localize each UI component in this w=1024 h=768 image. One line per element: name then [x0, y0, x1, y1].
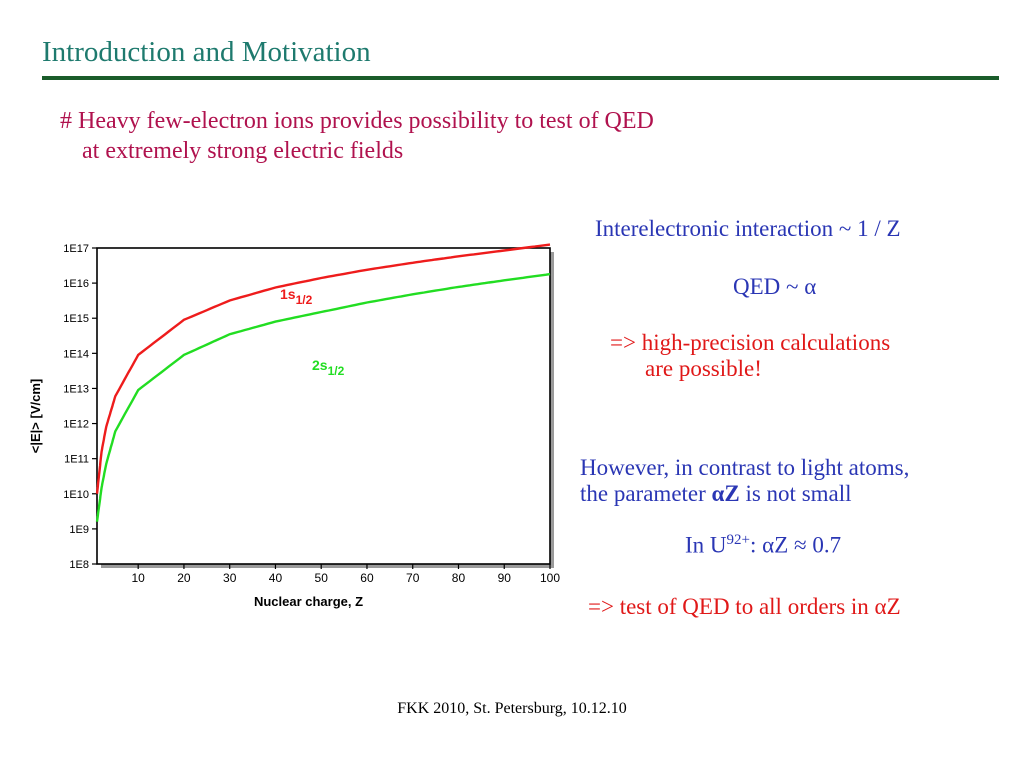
- bullet-line-1: # Heavy few-electron ions provides possi…: [60, 108, 654, 134]
- x-tick-label: 100: [540, 571, 560, 585]
- however-line-2-post: is not small: [739, 481, 852, 506]
- interelectronic-text: Interelectronic interaction ~ 1 / Z: [595, 216, 901, 241]
- y-tick-label: 1E9: [69, 524, 89, 536]
- series-line-2s: [95, 272, 551, 522]
- y-tick-label: 1E13: [63, 383, 89, 395]
- y-axis-label: <|E|> [V/cm]: [28, 379, 43, 453]
- x-tick-label: 20: [177, 571, 191, 585]
- footer: FKK 2010, St. Petersburg, 10.12.10: [397, 700, 627, 717]
- y-tick-label: 1E12: [63, 419, 89, 431]
- uranium-alpha-z: In U92+: αZ ≈ 0.7: [685, 527, 841, 559]
- y-tick-label: 1E11: [64, 454, 89, 466]
- plot-frame: [96, 247, 551, 565]
- series-line-1s: [95, 243, 551, 494]
- u92-pre: In U: [685, 532, 727, 558]
- x-tick-label: 10: [132, 571, 146, 585]
- x-tick-label: 70: [406, 571, 420, 585]
- x-tick-label: 60: [360, 571, 374, 585]
- x-tick-label: 90: [498, 571, 512, 585]
- x-tick-label: 50: [315, 571, 329, 585]
- y-tick-label: 1E8: [69, 559, 89, 571]
- y-tick-label: 1E15: [63, 313, 89, 325]
- bullet-line-2: at extremely strong electric fields: [82, 138, 404, 164]
- however-line-2-pre: the parameter: [580, 481, 712, 506]
- high-precision-line-1: => high-precision calculations: [610, 330, 891, 355]
- u92-superscript: 92+: [726, 532, 750, 548]
- intro-bullet: # Heavy few-electron ions provides possi…: [60, 106, 654, 166]
- y-tick-label: 1E14: [63, 348, 89, 360]
- title-rule: [42, 76, 999, 80]
- u92-post: : αZ ≈ 0.7: [750, 532, 842, 558]
- x-tick-label: 80: [452, 571, 466, 585]
- however-line-1: However, in contrast to light atoms,: [580, 455, 910, 480]
- alpha-z-param: αZ: [711, 481, 740, 506]
- conclusion-text: => test of QED to all orders in αZ: [588, 594, 901, 619]
- x-tick-label: 40: [269, 571, 283, 585]
- x-tick-label: 30: [223, 571, 237, 585]
- however-line-2: the parameter αZ is not small: [580, 481, 852, 507]
- chart-svg: 1E8 1E9 1E10 1E11 1E12 1E13 1E14 1E15 1E16 1E17 10…: [28, 243, 560, 609]
- field-strength-chart: 1E8 1E9 1E10 1E11 1E12 1E13 1E14 1E15 1E16 1E17 10…: [22, 235, 567, 620]
- y-tick-label: 1E17: [63, 243, 89, 255]
- x-axis-label: Nuclear charge, Z: [254, 594, 363, 609]
- qed-alpha-text: QED ~ α: [733, 274, 817, 299]
- high-precision-line-2: are possible!: [645, 356, 762, 381]
- slide-title: Introduction and Motivation: [42, 36, 371, 68]
- series-label-1s: 1s1/2: [280, 286, 313, 307]
- y-tick-label: 1E10: [63, 489, 89, 501]
- series-label-2s: 2s1/2: [312, 357, 345, 378]
- y-tick-label: 1E16: [63, 278, 89, 290]
